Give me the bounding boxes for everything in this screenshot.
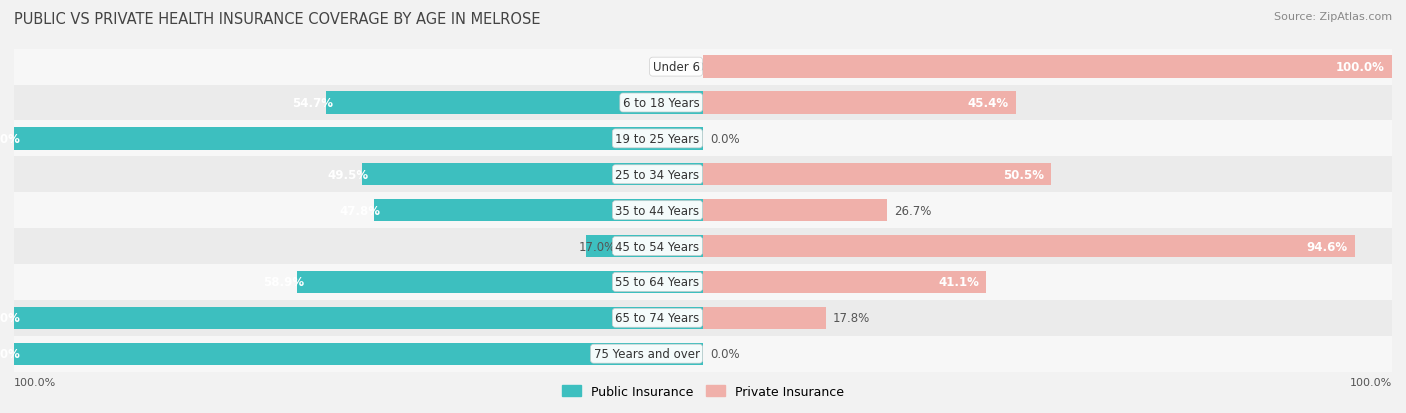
Bar [703,228,1392,264]
Bar [14,343,703,365]
Bar [703,121,1392,157]
Bar [374,199,703,222]
Bar [703,164,1050,186]
Bar [14,50,703,85]
Bar [703,235,1355,258]
Text: 100.0%: 100.0% [14,377,56,387]
Bar [703,50,1392,85]
Bar [14,307,703,329]
Text: 45 to 54 Years: 45 to 54 Years [616,240,700,253]
Bar [703,157,1392,193]
Bar [703,193,1392,228]
Bar [14,128,703,150]
Text: 100.0%: 100.0% [0,347,21,360]
Bar [703,300,1392,336]
Text: 100.0%: 100.0% [0,133,21,145]
Bar [703,85,1392,121]
Text: 100.0%: 100.0% [1336,61,1385,74]
Text: 17.0%: 17.0% [579,240,616,253]
Bar [703,56,1392,78]
Bar [703,271,986,293]
Bar [703,271,986,293]
Legend: Public Insurance, Private Insurance: Public Insurance, Private Insurance [557,380,849,403]
Text: 0.0%: 0.0% [710,133,740,145]
Bar [703,199,887,222]
Text: 0.0%: 0.0% [710,347,740,360]
Bar [703,336,1392,372]
Text: 47.8%: 47.8% [340,204,381,217]
Text: 26.7%: 26.7% [894,204,931,217]
Text: Under 6: Under 6 [652,61,700,74]
Text: 50.5%: 50.5% [1002,169,1045,181]
Text: 17.8%: 17.8% [832,311,870,325]
Bar [703,264,1392,300]
Text: 0.0%: 0.0% [696,61,725,74]
Text: 54.7%: 54.7% [292,97,333,110]
Bar [14,121,703,157]
Bar [703,92,1015,114]
Text: 25 to 34 Years: 25 to 34 Years [616,169,700,181]
Bar [703,56,1392,78]
Bar [14,300,703,336]
Text: 6 to 18 Years: 6 to 18 Years [623,97,700,110]
Bar [14,85,703,121]
Text: PUBLIC VS PRIVATE HEALTH INSURANCE COVERAGE BY AGE IN MELROSE: PUBLIC VS PRIVATE HEALTH INSURANCE COVER… [14,12,540,27]
Bar [703,164,1050,186]
Text: 41.1%: 41.1% [938,276,979,289]
Text: 49.5%: 49.5% [328,169,368,181]
Bar [14,264,703,300]
Text: 100.0%: 100.0% [0,311,21,325]
Text: 45.4%: 45.4% [967,97,1010,110]
Bar [703,307,825,329]
Text: 100.0%: 100.0% [1350,377,1392,387]
Text: 65 to 74 Years: 65 to 74 Years [616,311,700,325]
Text: 19 to 25 Years: 19 to 25 Years [616,133,700,145]
Bar [361,164,703,186]
Bar [703,307,825,329]
Text: 55 to 64 Years: 55 to 64 Years [616,276,700,289]
Bar [703,235,1355,258]
Bar [586,235,703,258]
Text: 75 Years and over: 75 Years and over [593,347,700,360]
Bar [14,157,703,193]
Bar [14,228,703,264]
Text: 58.9%: 58.9% [263,276,304,289]
Bar [14,336,703,372]
Bar [14,193,703,228]
Text: 94.6%: 94.6% [1306,240,1348,253]
Bar [703,92,1015,114]
Text: Source: ZipAtlas.com: Source: ZipAtlas.com [1274,12,1392,22]
Bar [703,199,887,222]
Text: 35 to 44 Years: 35 to 44 Years [616,204,700,217]
Bar [297,271,703,293]
Bar [326,92,703,114]
